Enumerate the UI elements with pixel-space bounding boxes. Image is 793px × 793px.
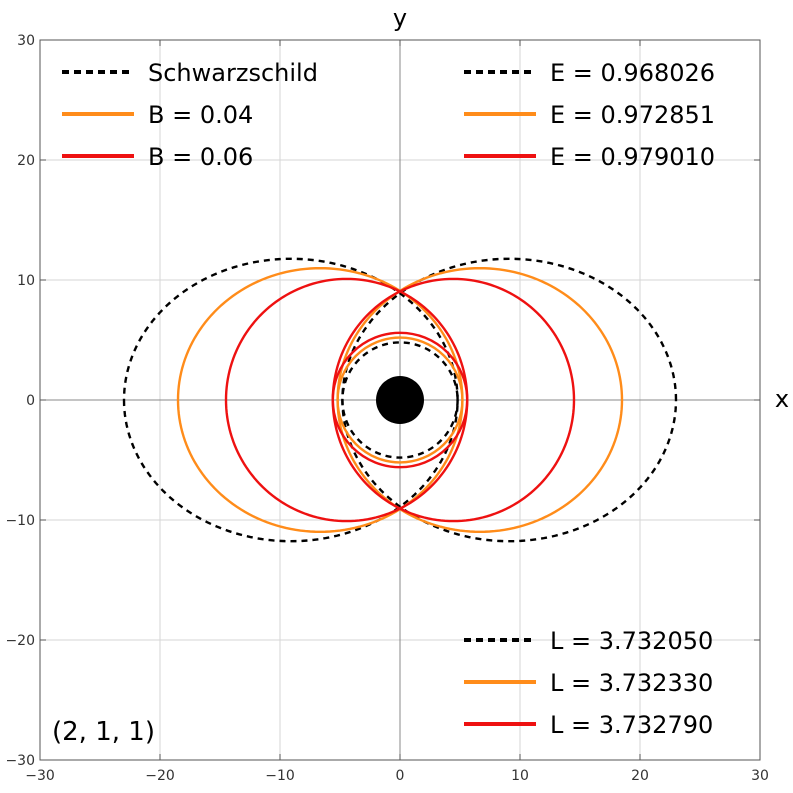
ticks: −30 −20 −10 0 10 20 30 −30 −20 −10 0 10 20 30 [5,33,768,784]
legend-label: L = 3.732330 [550,669,713,697]
legend-top-right: E = 0.968026 E = 0.972851 E = 0.979010 [464,59,715,171]
legend-label: L = 3.732790 [550,711,713,739]
x-axis-label: x [775,385,789,413]
y-tick-label: −10 [5,513,35,529]
y-tick-label: 20 [17,153,35,169]
legend-bottom-right: L = 3.732050 L = 3.732330 L = 3.732790 [464,627,713,739]
orbit-inner-ring [341,341,459,459]
legend-label: E = 0.972851 [550,101,715,129]
x-tick-label: 20 [631,768,649,784]
x-tick-label: −30 [25,768,55,784]
legend-label: B = 0.06 [148,143,253,171]
parameter-annotation: (2, 1, 1) [52,717,155,747]
legend-top-left: Schwarzschild B = 0.04 B = 0.06 [62,59,318,171]
x-tick-label: 0 [396,768,405,784]
y-axis-label: y [393,4,407,32]
legend-label: B = 0.04 [148,101,253,129]
x-tick-label: 30 [751,768,769,784]
orbit-inner-ring [336,336,464,464]
x-tick-label: −10 [265,768,295,784]
y-tick-label: 0 [26,393,35,409]
orbit-inner-ring [331,331,469,469]
legend-label: L = 3.732050 [550,627,713,655]
orbit-curves [122,257,678,543]
legend-label: Schwarzschild [148,59,318,87]
legend-label: E = 0.979010 [550,143,715,171]
y-tick-label: 30 [17,33,35,49]
x-tick-label: 10 [511,768,529,784]
black-hole [376,376,424,424]
y-tick-label: −20 [5,633,35,649]
y-tick-label: 10 [17,273,35,289]
x-tick-label: −20 [145,768,175,784]
y-tick-label: −30 [5,753,35,769]
legend-label: E = 0.968026 [550,59,715,87]
